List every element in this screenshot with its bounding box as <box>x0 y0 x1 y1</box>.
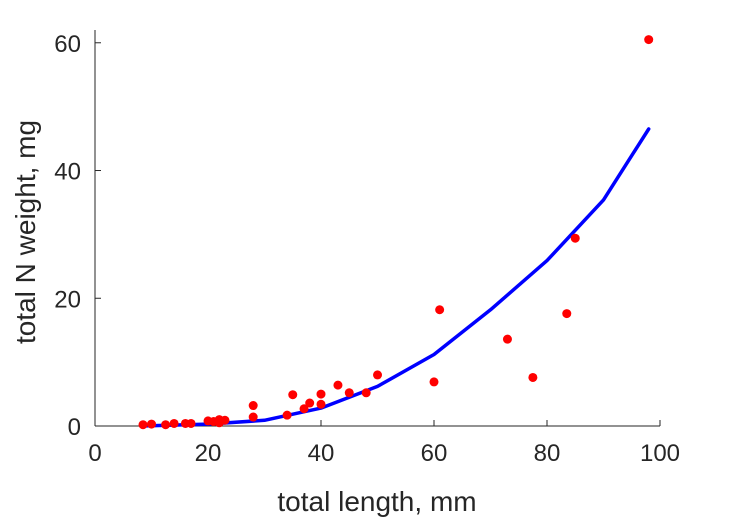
data-points <box>138 35 654 430</box>
data-point <box>570 233 580 243</box>
data-point <box>429 377 439 387</box>
data-point <box>344 388 354 398</box>
plot-area: 0 20 40 60 80 100 0 20 40 60 <box>54 30 680 467</box>
data-point <box>644 35 654 45</box>
x-axis-ticks: 0 20 40 60 80 100 <box>88 420 680 467</box>
data-point <box>333 380 343 390</box>
data-point <box>373 370 382 380</box>
data-point <box>316 389 326 399</box>
x-tick-label: 0 <box>88 440 101 467</box>
x-tick-label: 80 <box>534 440 561 467</box>
data-point <box>316 399 326 409</box>
y-tick-label: 60 <box>54 31 81 58</box>
y-axis-ticks: 0 20 40 60 <box>54 31 101 441</box>
data-point <box>502 334 512 344</box>
y-axis-label: total N weight, mg <box>10 120 41 344</box>
fit-line <box>144 127 651 428</box>
x-tick-label: 100 <box>640 440 680 467</box>
y-tick-label: 40 <box>54 159 81 186</box>
data-point <box>248 401 258 411</box>
data-point <box>361 388 371 398</box>
data-point <box>288 390 298 400</box>
x-tick-label: 60 <box>421 440 448 467</box>
data-point <box>248 412 258 422</box>
fit-curve <box>144 127 651 428</box>
y-tick-label: 20 <box>54 286 81 313</box>
data-point <box>161 420 171 430</box>
x-tick-label: 20 <box>195 440 222 467</box>
data-point <box>186 418 196 428</box>
data-point <box>282 410 292 420</box>
data-point <box>220 415 230 425</box>
data-point <box>138 420 148 430</box>
x-tick-label: 40 <box>308 440 335 467</box>
y-tick-label: 0 <box>68 414 81 441</box>
data-point <box>299 404 309 414</box>
data-point <box>169 418 179 428</box>
x-axis-label: total length, mm <box>277 486 476 517</box>
data-point <box>147 419 156 429</box>
data-point <box>562 309 572 319</box>
data-point <box>305 398 315 408</box>
data-point <box>528 372 538 382</box>
data-point <box>435 305 445 315</box>
